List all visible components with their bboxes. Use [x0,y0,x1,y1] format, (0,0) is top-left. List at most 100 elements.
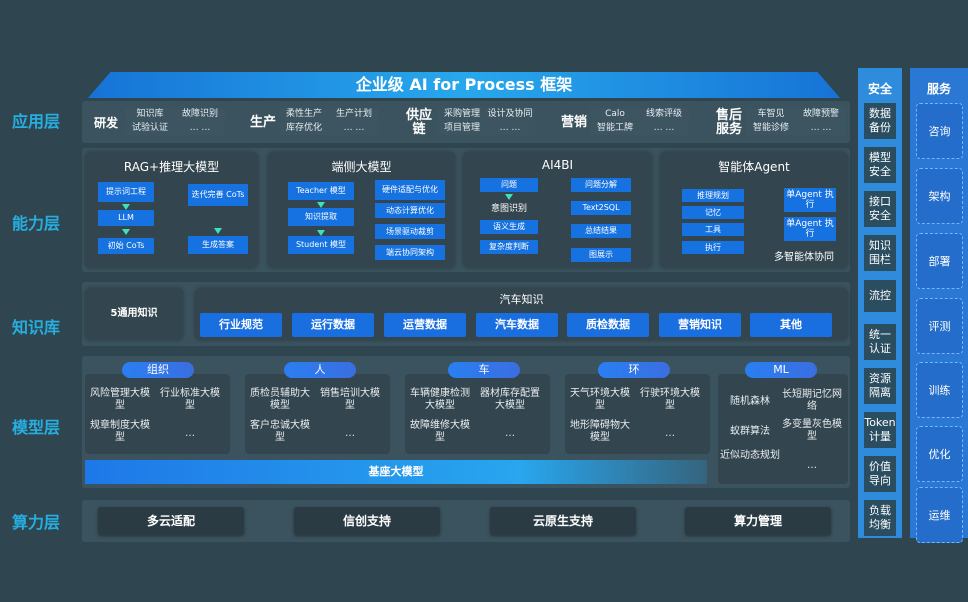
edge-item[interactable]: 硬件适配与优化 [375,180,445,200]
model-item[interactable]: 风险管理大模型 [90,388,150,411]
group-pill[interactable]: ML [745,362,817,378]
ai4bi-step[interactable]: 总结结果 [571,224,631,238]
app-item[interactable]: … … [639,122,689,135]
service-item[interactable]: 咨询 [916,103,963,159]
compute-item[interactable]: 信创支持 [294,507,440,535]
model-item[interactable]: 天气环境大模型 [570,388,630,411]
service-item[interactable]: 架构 [916,168,963,224]
model-item[interactable]: 客户忠诚大模型 [250,420,310,443]
agent-item[interactable]: 执行 [682,241,744,254]
app-item[interactable]: 设计及协同 [485,108,535,121]
service-item[interactable]: 优化 [916,426,963,482]
service-item[interactable]: 训练 [916,362,963,418]
ai4bi-step[interactable]: 语义生成 [480,220,538,234]
ai4bi-step[interactable]: 问题 [480,178,538,192]
model-item[interactable]: 器材库存配置大模型 [480,388,540,411]
edge-step[interactable]: Student 模型 [288,236,354,254]
knowledge-item[interactable]: 营销知识 [659,313,741,337]
app-item[interactable]: 智能诊修 [746,122,796,135]
service-item[interactable]: 评测 [916,298,963,354]
agent-exec[interactable]: 单Agent 执行 [784,217,836,241]
model-item[interactable]: 销售培训大模型 [320,388,380,411]
rag-step[interactable]: 迭代完善 CoTs [188,184,248,206]
security-item[interactable]: 资源隔离 [864,368,896,404]
app-item[interactable]: Calo [590,108,640,121]
app-item[interactable]: 智能工牌 [590,122,640,135]
edge-item[interactable]: 场景驱动裁剪 [375,224,445,239]
general-knowledge[interactable]: 5通用知识 [85,288,183,340]
app-item[interactable]: 库存优化 [279,122,329,135]
knowledge-item[interactable]: 其他 [750,313,832,337]
model-item[interactable]: 车辆健康检测大模型 [410,388,470,411]
app-item[interactable]: 项目管理 [437,122,487,135]
auto-knowledge-title: 汽车知识 [499,293,544,306]
app-item[interactable]: 生产计划 [329,108,379,121]
ai4bi-step[interactable]: 复杂度判断 [480,240,538,254]
security-item[interactable]: 接口安全 [864,191,896,227]
app-item[interactable]: … … [796,122,846,135]
knowledge-item[interactable]: 运营数据 [384,313,466,337]
security-item[interactable]: 负载均衡 [864,500,896,536]
app-item[interactable]: 线索评级 [639,108,689,121]
group-pill[interactable]: 环 [598,362,670,378]
edge-step[interactable]: 知识提取 [288,208,354,226]
agent-card: 智能体Agent 推理规划 记忆 工具 执行 单Agent 执行 单Agent … [660,152,848,268]
security-item[interactable]: 价值导向 [864,456,896,492]
model-item[interactable]: 随机森林 [730,396,770,407]
model-item[interactable]: 地形障碍物大模型 [570,420,630,443]
rag-step[interactable]: 提示词工程 [98,182,154,202]
app-item[interactable]: 知识库 [125,108,175,121]
security-item[interactable]: 流控 [864,280,896,312]
service-item[interactable]: 部署 [916,233,963,289]
knowledge-item[interactable]: 运行数据 [292,313,374,337]
security-item[interactable]: 知识围栏 [864,235,896,271]
model-item[interactable]: 蚁群算法 [730,426,770,437]
ai4bi-step[interactable]: Text2SQL [571,201,631,215]
security-item[interactable]: 模型安全 [864,147,896,183]
base-model-bar[interactable]: 基座大模型 [85,460,707,484]
rag-step[interactable]: LLM [98,210,154,226]
edge-item[interactable]: 动态计算优化 [375,203,445,218]
model-item[interactable]: 长短期记忆网络 [782,389,842,412]
knowledge-item[interactable]: 质检数据 [567,313,649,337]
group-pill[interactable]: 车 [448,362,520,378]
model-item[interactable]: 故障维修大模型 [410,420,470,443]
app-item[interactable]: 采购管理 [437,108,487,121]
layer-compute: 算力层 [12,513,61,532]
group-pill[interactable]: 组织 [122,362,194,378]
ai4bi-step[interactable]: 问题分解 [571,178,631,192]
edge-item[interactable]: 端云协同架构 [375,245,445,260]
model-item[interactable]: 行业标准大模型 [160,388,220,411]
service-item[interactable]: 运维 [916,487,963,543]
security-item[interactable]: 统一认证 [864,324,896,360]
model-item[interactable]: 行驶环境大模型 [640,388,700,411]
security-item[interactable]: Token计量 [864,412,896,448]
app-item[interactable]: 故障识别 [175,108,225,121]
rag-step[interactable]: 初始 CoTs [98,238,154,254]
app-item[interactable]: 试验认证 [125,122,175,135]
agent-item[interactable]: 推理规划 [682,189,744,202]
ai4bi-step[interactable]: 图展示 [571,248,631,262]
compute-item[interactable]: 算力管理 [685,507,831,535]
model-item[interactable]: 多变量灰色模型 [782,419,842,442]
app-item[interactable]: 故障预警 [796,108,846,121]
compute-item[interactable]: 多云适配 [98,507,244,535]
model-item[interactable]: 规章制度大模型 [90,420,150,443]
compute-item[interactable]: 云原生支持 [490,507,636,535]
security-item[interactable]: 数据备份 [864,103,896,139]
edge-step[interactable]: Teacher 模型 [288,182,354,200]
model-item[interactable]: 质检员辅助大模型 [250,388,310,411]
app-item[interactable]: … … [175,122,225,135]
model-item[interactable]: 近似动态规划 [720,450,780,461]
agent-item[interactable]: 工具 [682,223,744,236]
rag-step[interactable]: 生成答案 [188,236,248,254]
knowledge-item[interactable]: 汽车数据 [476,313,558,337]
agent-exec[interactable]: 单Agent 执行 [784,188,836,212]
app-item[interactable]: … … [329,122,379,135]
group-pill[interactable]: 人 [284,362,356,378]
app-item[interactable]: … … [485,122,535,135]
app-item[interactable]: 柔性生产 [279,108,329,121]
knowledge-item[interactable]: 行业规范 [200,313,282,337]
agent-item[interactable]: 记忆 [682,206,744,219]
app-item[interactable]: 车智见 [746,108,796,121]
